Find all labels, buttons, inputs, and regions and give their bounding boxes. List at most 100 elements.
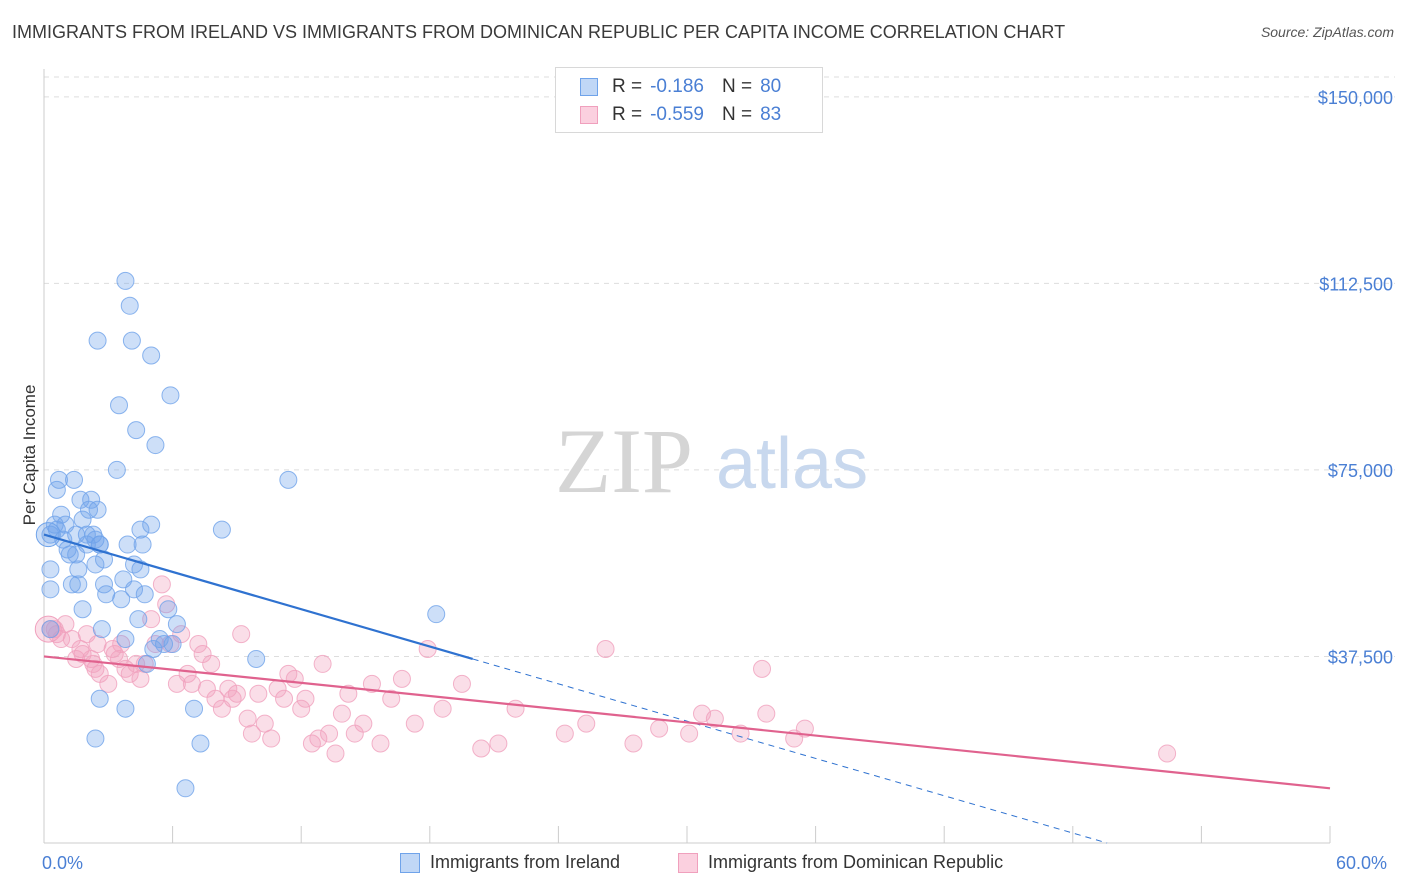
- point-dominican: [178, 664, 197, 683]
- point-dominican: [309, 729, 328, 748]
- point-ireland: [41, 560, 60, 579]
- legend-n-label: N =: [721, 76, 753, 97]
- point-dominican: [255, 714, 274, 733]
- point-dominican: [249, 684, 268, 703]
- point-dominican: [296, 689, 315, 708]
- point-dominican: [99, 674, 118, 693]
- bottom-legend-label-ireland: Immigrants from Ireland: [430, 852, 621, 872]
- point-dominican: [596, 640, 615, 659]
- point-ireland-cluster: [35, 522, 61, 548]
- point-dominican: [189, 635, 208, 654]
- y-axis-title: Per Capita Income: [20, 385, 39, 526]
- point-dominican: [382, 689, 401, 708]
- point-ireland: [86, 555, 105, 574]
- legend-n-value: 83: [760, 104, 782, 125]
- point-dominican: [405, 714, 424, 733]
- point-dominican: [795, 719, 814, 738]
- point-ireland: [142, 515, 161, 534]
- point-dominican: [757, 704, 776, 723]
- point-ireland: [144, 640, 163, 659]
- source-label: Source: ZipAtlas.com: [1260, 24, 1394, 40]
- bottom-legend-label-dominican: Immigrants from Dominican Republic: [708, 852, 1004, 872]
- point-ireland: [146, 436, 165, 455]
- point-ireland: [65, 470, 84, 489]
- y-tick-label: $150,000: [1318, 88, 1393, 108]
- point-ireland: [82, 490, 101, 509]
- point-ireland: [161, 386, 180, 405]
- legend-swatch-ireland: [580, 78, 598, 96]
- point-dominican: [326, 744, 345, 763]
- point-ireland: [427, 605, 446, 624]
- bottom-legend-ireland: Immigrants from Ireland: [400, 852, 620, 873]
- point-dominican: [313, 654, 332, 673]
- point-dominican: [577, 714, 596, 733]
- point-dominican: [202, 654, 221, 673]
- point-ireland: [135, 585, 154, 604]
- point-ireland: [60, 545, 79, 564]
- point-ireland: [131, 520, 150, 539]
- point-dominican: [1158, 744, 1177, 763]
- chart-title: IMMIGRANTS FROM IRELAND VS IMMIGRANTS FR…: [12, 22, 1066, 42]
- point-ireland: [185, 699, 204, 718]
- gridlines: [44, 76, 1395, 657]
- point-ireland: [212, 520, 231, 539]
- point-dominican: [292, 699, 311, 718]
- point-dominican: [392, 669, 411, 688]
- y-tick-label: $75,000: [1328, 461, 1393, 481]
- legend-row-ireland: R = -0.186 N = 80: [556, 72, 781, 102]
- point-dominican: [131, 669, 150, 688]
- point-ireland: [279, 470, 298, 489]
- point-ireland: [90, 689, 109, 708]
- bottom-legend-dominican: Immigrants from Dominican Republic: [678, 852, 1003, 873]
- trendline-ireland-extrapolated: [472, 658, 1108, 844]
- point-ireland: [129, 610, 148, 629]
- legend-r-value: -0.559: [650, 104, 704, 125]
- point-dominican: [152, 575, 171, 594]
- legend-r-label: R =: [612, 104, 643, 125]
- point-dominican: [650, 719, 669, 738]
- point-dominican: [238, 709, 257, 728]
- point-dominican: [472, 739, 491, 758]
- point-ireland: [77, 525, 96, 544]
- point-dominican: [362, 674, 381, 693]
- point-ireland: [110, 396, 129, 415]
- point-dominican: [219, 679, 238, 698]
- point-dominican: [705, 709, 724, 728]
- legend-r-label: R =: [612, 76, 643, 97]
- point-ireland: [88, 500, 107, 519]
- point-ireland: [125, 580, 144, 599]
- y-tick-label: $112,500: [1319, 274, 1393, 294]
- point-ireland: [86, 729, 105, 748]
- point-ireland: [142, 346, 161, 365]
- point-dominican: [262, 729, 281, 748]
- point-ireland: [191, 734, 210, 753]
- point-dominican: [680, 724, 699, 743]
- point-ireland: [127, 421, 146, 440]
- legend-swatch-dominican: [580, 106, 598, 124]
- point-dominican: [489, 734, 508, 753]
- point-ireland: [50, 470, 69, 489]
- point-ireland: [107, 460, 126, 479]
- point-ireland: [120, 296, 139, 315]
- watermark-atlas: atlas: [716, 424, 868, 504]
- point-ireland: [41, 620, 60, 639]
- point-dominican: [227, 684, 246, 703]
- point-dominican: [332, 704, 351, 723]
- point-dominican: [753, 659, 772, 678]
- point-dominican: [433, 699, 452, 718]
- point-dominican: [320, 724, 339, 743]
- point-ireland: [62, 575, 81, 594]
- x-label-min: 0.0%: [42, 853, 84, 873]
- point-ireland: [116, 630, 135, 649]
- watermark: ZIP atlas: [555, 410, 868, 512]
- point-ireland: [52, 505, 71, 524]
- axes: [43, 69, 1331, 844]
- point-ireland: [122, 331, 141, 350]
- point-ireland: [73, 510, 92, 529]
- point-ireland: [41, 580, 60, 599]
- point-dominican: [88, 635, 107, 654]
- point-ireland: [88, 331, 107, 350]
- trendline-dominican: [43, 655, 1331, 790]
- point-ireland: [116, 271, 135, 290]
- point-dominican: [242, 724, 261, 743]
